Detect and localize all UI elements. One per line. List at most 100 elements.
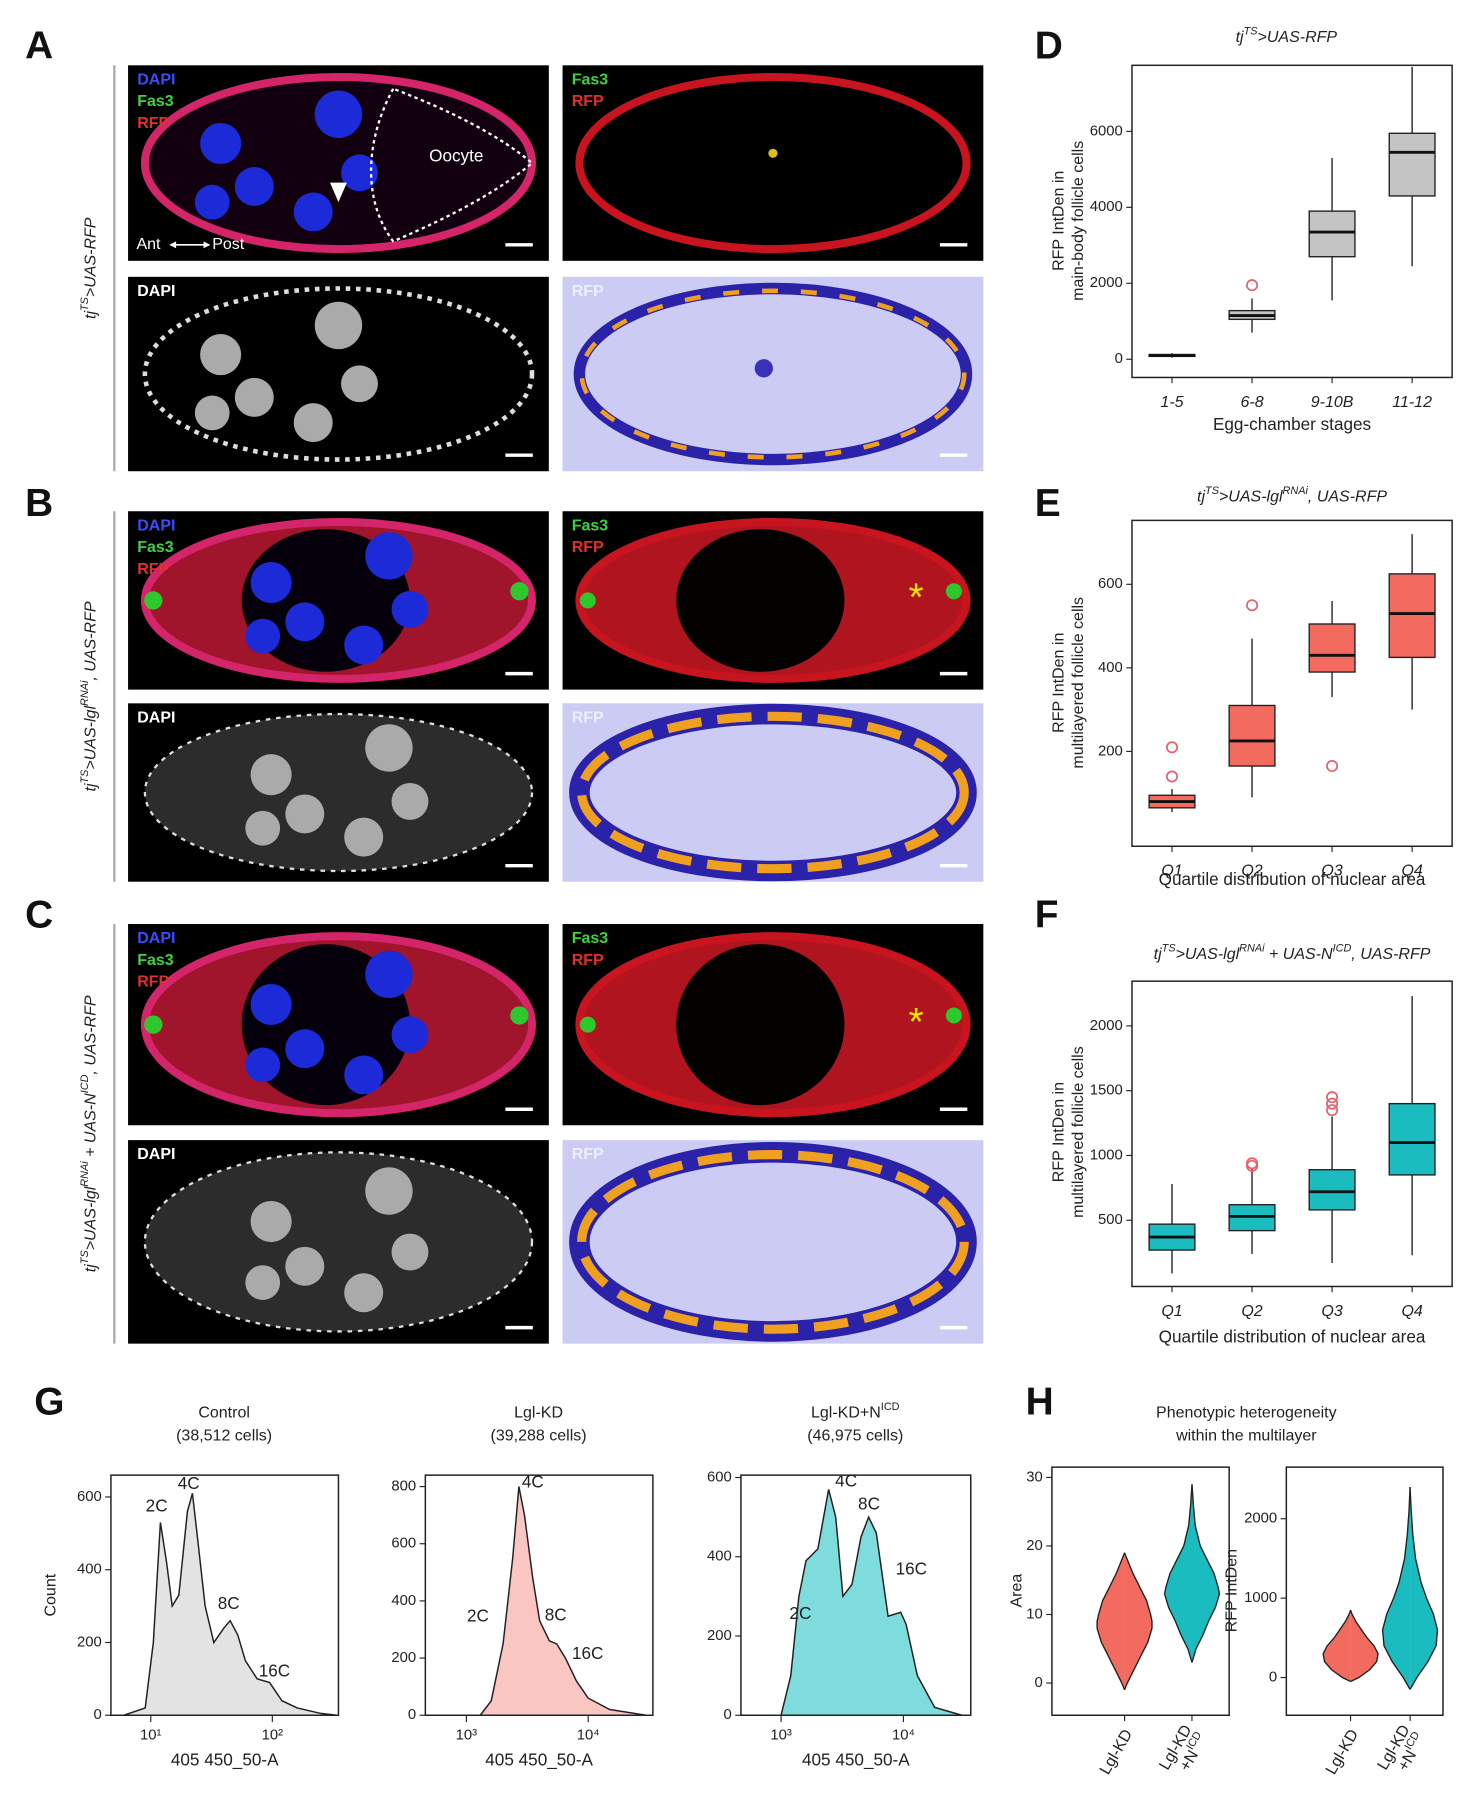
y-tick-label: 0 bbox=[1269, 1669, 1277, 1685]
nucleus bbox=[245, 1047, 281, 1083]
plot-frame bbox=[1051, 1466, 1230, 1716]
y-tick-label: 1000 bbox=[1090, 1147, 1123, 1163]
superscript: ICD bbox=[1333, 942, 1352, 954]
text-segment: multilayered follicle cells bbox=[1070, 1046, 1087, 1218]
text-segment: Lgl-KD bbox=[514, 1405, 563, 1422]
superscript: RNAi bbox=[1239, 942, 1265, 954]
peak-label: 2C bbox=[467, 1605, 489, 1625]
genotype-line: tjTS>UAS-RFP bbox=[79, 217, 100, 319]
nucleus bbox=[344, 1055, 384, 1095]
peak-label: 2C bbox=[789, 1603, 811, 1623]
text-segment: + UAS-N bbox=[1265, 946, 1333, 963]
text-segment: tj bbox=[83, 1264, 100, 1272]
channel-label: DAPI bbox=[137, 283, 175, 300]
nucleus bbox=[344, 625, 384, 665]
chart-title-line: Lgl-KD bbox=[514, 1405, 563, 1422]
panel-label: F bbox=[1035, 893, 1059, 936]
plot-frame bbox=[110, 1474, 340, 1716]
y-tick-label: 800 bbox=[391, 1478, 416, 1494]
nucleus bbox=[285, 1246, 325, 1286]
chart-title-line: Control bbox=[198, 1405, 250, 1422]
nucleus bbox=[344, 1273, 384, 1313]
channel-label: Fas3 bbox=[572, 71, 609, 88]
y-tick-label: 600 bbox=[707, 1469, 732, 1485]
peak-label: 8C bbox=[218, 1593, 240, 1613]
nucleus bbox=[245, 810, 281, 846]
text-segment: main-body follicle cells bbox=[1070, 141, 1087, 301]
annotation: Ant bbox=[136, 236, 161, 253]
text-segment: multilayered follicle cells bbox=[1070, 597, 1087, 769]
annotation: * bbox=[908, 577, 923, 620]
chart-title-line: (46,975 cells) bbox=[807, 1427, 903, 1444]
channel-label: DAPI bbox=[137, 709, 175, 726]
y-axis-label: RFP IntDen in multilayered follicle cells bbox=[1051, 1046, 1087, 1218]
text-segment: >UAS-lgl bbox=[1219, 489, 1283, 506]
nucleus bbox=[285, 602, 325, 642]
text-segment: tj bbox=[83, 783, 100, 791]
egg-chamber bbox=[575, 73, 971, 254]
panel-label: B bbox=[25, 482, 53, 525]
nucleus bbox=[391, 1016, 429, 1054]
micrograph bbox=[562, 703, 984, 882]
chart-title-line: Lgl-KD+NICD bbox=[811, 1401, 900, 1422]
panel-label: E bbox=[1035, 482, 1061, 525]
outlier bbox=[1246, 599, 1259, 612]
chart-title: Control (38,512 cells) bbox=[176, 1405, 272, 1445]
y-tick-label: 600 bbox=[1098, 576, 1123, 592]
superscript: ICD bbox=[79, 1074, 91, 1093]
x-tick-label: Q2 bbox=[1241, 863, 1262, 880]
nucleus bbox=[200, 334, 242, 376]
nucleus bbox=[285, 1029, 325, 1069]
y-tick-label: 500 bbox=[1098, 1212, 1123, 1228]
text-segment: (39,288 cells) bbox=[491, 1427, 587, 1444]
peak-label: 16C bbox=[259, 1660, 290, 1680]
peak-label: 16C bbox=[572, 1643, 603, 1663]
x-tick-label: Q1 bbox=[1161, 1303, 1182, 1320]
channel-label: RFP bbox=[572, 709, 604, 726]
fas3-signal bbox=[579, 1016, 596, 1033]
violin-half bbox=[1349, 1609, 1379, 1683]
y-axis-label: RFP IntDen bbox=[1224, 1549, 1241, 1632]
channel-label: RFP bbox=[572, 1146, 604, 1163]
fas3-signal bbox=[945, 583, 962, 600]
text-segment: (46,975 cells) bbox=[807, 1427, 903, 1444]
nucleus bbox=[314, 90, 363, 138]
chart-title: Lgl-KD (39,288 cells) bbox=[491, 1405, 587, 1445]
y-tick-label: 2000 bbox=[1090, 275, 1123, 291]
peak-label: 8C bbox=[545, 1604, 567, 1624]
y-axis-label-line: multilayered follicle cells bbox=[1070, 1046, 1087, 1218]
y-tick-label: 400 bbox=[707, 1549, 732, 1565]
histogram-area bbox=[479, 1486, 647, 1716]
violin-half bbox=[1096, 1552, 1126, 1691]
peak-label: 2C bbox=[146, 1496, 168, 1516]
nucleus bbox=[200, 122, 242, 165]
y-tick-label: 600 bbox=[77, 1489, 102, 1505]
text-segment: within the multilayer bbox=[1175, 1427, 1317, 1444]
x-tick-label: 10⁴ bbox=[892, 1728, 915, 1744]
x-tick-label: 10² bbox=[262, 1728, 284, 1744]
text-segment: >UAS-lgl bbox=[83, 706, 100, 770]
fas3-signal bbox=[144, 1015, 163, 1034]
outlier bbox=[1246, 1157, 1259, 1170]
text-segment: , UAS-RFP bbox=[1351, 946, 1430, 963]
y-tick-label: 30 bbox=[1026, 1469, 1043, 1485]
fas3-signal bbox=[945, 1007, 962, 1024]
annotation: Oocyte bbox=[429, 146, 483, 166]
genotype: tjTS>UAS-lglRNAi, UAS-RFP bbox=[79, 601, 100, 791]
nucleus bbox=[250, 754, 292, 796]
x-tick-label: Q3 bbox=[1321, 1303, 1342, 1320]
y-tick-label: 10 bbox=[1026, 1606, 1043, 1622]
fas3-signal bbox=[510, 1006, 529, 1025]
y-tick-label: 0 bbox=[724, 1707, 732, 1723]
peak-label: 16C bbox=[896, 1559, 927, 1579]
y-tick-label: 0 bbox=[93, 1707, 101, 1723]
channel-label: Fas3 bbox=[137, 93, 174, 110]
plot-frame bbox=[1285, 1466, 1444, 1716]
x-axis-label: Quartile distribution of nuclear area bbox=[1159, 869, 1426, 889]
x-axis-label: 405 450_50-A bbox=[802, 1750, 910, 1770]
panel-label: H bbox=[1026, 1381, 1054, 1424]
chart-title-line: tjTS>UAS-RFP bbox=[1236, 25, 1338, 46]
y-axis-label: RFP IntDen in multilayered follicle cells bbox=[1051, 597, 1087, 769]
nucleus bbox=[245, 618, 281, 654]
